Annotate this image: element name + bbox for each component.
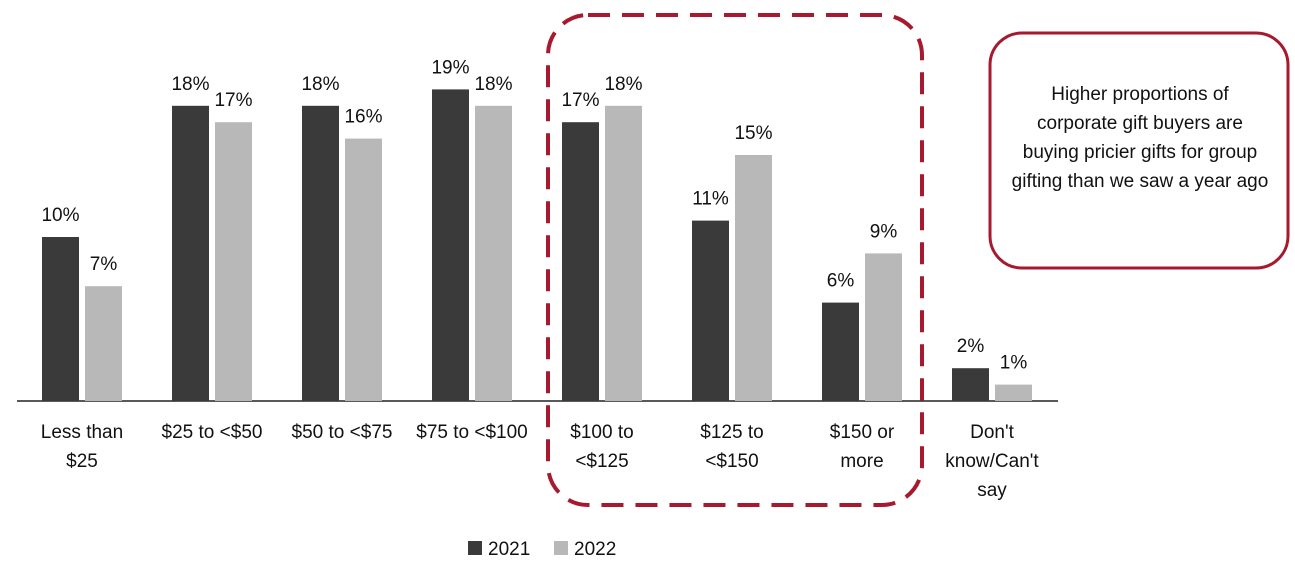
bar [172,105,209,402]
bar [735,155,772,401]
x-tick-label: $25 to <$50 [161,422,263,443]
legend-label: 2021 [488,539,530,560]
value-label: 18% [171,74,209,95]
legend-swatch [468,541,482,555]
bar [215,122,252,401]
value-label: 18% [474,74,512,95]
legend-swatch [554,541,568,555]
bar [692,220,729,401]
bar [822,302,859,401]
value-label: 10% [41,205,79,226]
value-label: 1% [1000,353,1028,374]
x-tick-label: Less than $25 [40,422,124,472]
bar [345,138,382,401]
value-label: 18% [301,74,339,95]
bar [952,368,989,401]
x-tick-label: $100 to <$125 [570,422,634,472]
bar [432,89,469,402]
x-tick-label: Don't know/Can't say [945,422,1039,501]
legend-label: 2022 [574,539,616,560]
value-label: 15% [734,123,772,144]
value-label: 9% [870,221,898,242]
bar [995,384,1032,401]
annotation-box [988,31,1290,270]
x-tick-label: $75 to <$100 [416,422,528,443]
highlight-box [546,13,924,507]
bar [605,105,642,402]
value-label: 16% [344,107,382,128]
value-label: 11% [692,189,729,210]
annotation: Higher proportions of corporate gift buy… [1011,84,1269,192]
value-label: 17% [214,90,252,111]
x-tick-label: $125 to <$150 [700,422,764,472]
bar [865,253,902,401]
bar [42,237,79,401]
value-label: 19% [431,57,469,78]
value-label: 6% [827,271,855,292]
value-label: 17% [561,90,599,111]
x-tick-label: $150 or more [829,422,895,472]
value-label: 18% [604,74,642,95]
value-label: 7% [90,254,118,275]
bar [85,286,122,401]
bar [475,105,512,402]
value-label: 2% [957,336,985,357]
bar [302,105,339,402]
x-tick-label: $50 to <$75 [291,422,393,443]
bar [562,122,599,401]
